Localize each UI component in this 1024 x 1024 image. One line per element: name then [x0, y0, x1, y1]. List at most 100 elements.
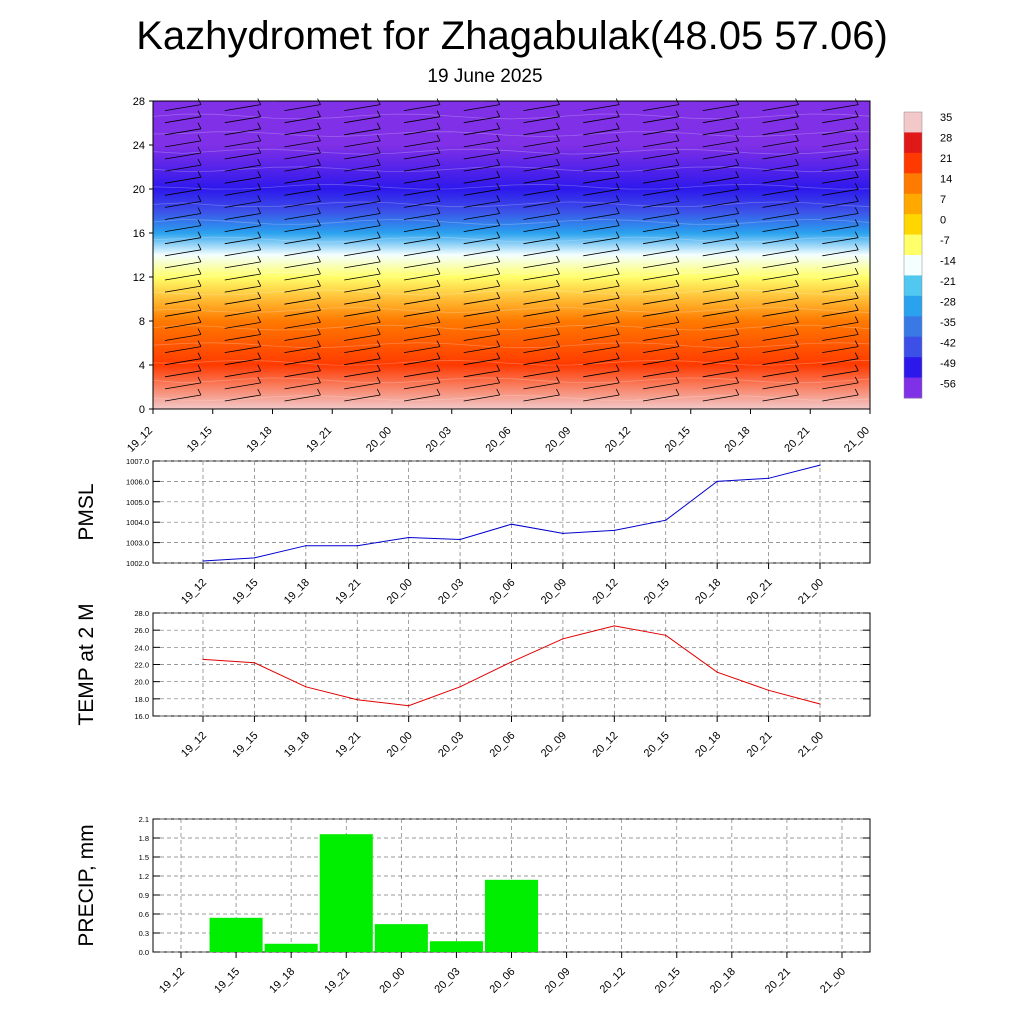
wind-barb: [164, 183, 202, 196]
wind-barb: [822, 376, 859, 390]
wind-barb: [284, 352, 321, 366]
wind-barb: [583, 267, 620, 281]
wind-barb: [224, 134, 262, 148]
colorbar-segment: [904, 112, 922, 133]
wind-barb: [284, 304, 321, 317]
series-point: [716, 671, 718, 673]
wind-barb: [762, 122, 799, 136]
wind-barb: [762, 158, 799, 172]
panel-xtick-label: 20_00: [385, 577, 415, 607]
wind-barb: [762, 304, 799, 317]
wind-barb: [523, 183, 560, 196]
wind-barb: [822, 255, 859, 269]
wind-barb: [702, 328, 740, 341]
wind-barb: [523, 267, 560, 281]
wind-barb: [702, 171, 740, 184]
panel-ytick-label: 2.1: [139, 815, 149, 824]
wind-barb: [284, 340, 321, 353]
wind-barb: [702, 122, 740, 136]
panel-ytick-label: 20.0: [134, 678, 149, 687]
panel-xtick-label: 21_00: [796, 577, 826, 607]
wind-barb: [642, 255, 680, 269]
wind-barb: [164, 207, 202, 220]
series-point: [408, 536, 410, 539]
wind-barb: [642, 98, 680, 111]
series-point: [305, 545, 307, 547]
wind-barb: [463, 292, 501, 305]
wind-barb: [762, 292, 799, 305]
wind-barb: [463, 98, 501, 111]
colorbar-segment: [904, 336, 922, 358]
wind-barb: [284, 292, 321, 305]
wind-barb: [164, 292, 202, 305]
wind-barb: [463, 195, 501, 208]
heatmap-xtick-label: 20_09: [543, 425, 573, 455]
panel-xtick-label: 20_06: [488, 730, 518, 760]
panel-xtick-label: 20_21: [745, 730, 775, 760]
panel-xtick-label: 20_03: [436, 577, 466, 607]
wind-barb: [523, 279, 560, 293]
wind-barb: [224, 340, 262, 353]
wind-barb: [822, 98, 859, 111]
wind-barb: [403, 255, 441, 269]
wind-barb: [284, 255, 321, 269]
panel-ytick-label: 16.0: [134, 712, 149, 721]
series-point: [202, 560, 204, 562]
wind-barb: [403, 219, 441, 232]
wind-barb: [583, 134, 620, 148]
wind-barb: [403, 231, 441, 245]
wind-barb: [344, 243, 381, 257]
wind-barb: [642, 328, 680, 341]
wind-barb: [523, 316, 560, 329]
wind-barb: [702, 219, 740, 232]
wind-barb: [762, 183, 799, 196]
wind-barb: [344, 122, 381, 136]
wind-barb: [762, 279, 799, 293]
panel-xtick-label: 20_21: [745, 577, 775, 607]
wind-barb: [822, 279, 859, 293]
colorbar-label: -35: [940, 317, 956, 329]
wind-barb: [702, 376, 740, 390]
wind-barb: [523, 134, 560, 148]
wind-barb: [164, 98, 202, 111]
wind-barb: [822, 388, 859, 402]
wind-barb: [822, 340, 859, 353]
wind-barb: [702, 352, 740, 366]
wind-barb: [344, 146, 381, 160]
colorbar-label: 21: [940, 153, 952, 165]
panel-xtick-label: 20_18: [708, 966, 738, 996]
heatmap-xtick-label: 20_15: [663, 425, 693, 455]
wind-barb: [463, 146, 501, 160]
wind-barb: [583, 304, 620, 317]
colorbar-label: -7: [940, 235, 950, 247]
wind-barb: [164, 110, 202, 124]
heatmap-ytick-label: 12: [133, 272, 145, 284]
wind-barb: [822, 364, 859, 378]
wind-barb: [403, 171, 441, 184]
heatmap-ytick-label: 8: [139, 316, 145, 328]
wind-barbs: [164, 98, 859, 402]
heatmap-xtick-label: 19_15: [185, 425, 215, 455]
wind-barb: [642, 195, 680, 208]
panel-xtick-label: 19_21: [333, 577, 363, 607]
wind-barb: [523, 207, 560, 220]
wind-barb: [762, 98, 799, 111]
wind-barb: [463, 134, 501, 148]
wind-barb: [463, 207, 501, 220]
wind-barb: [523, 364, 560, 378]
colorbar-label: -28: [940, 297, 956, 309]
panel-xtick-label: 20_09: [539, 730, 569, 760]
wind-barb: [642, 267, 680, 281]
wind-barb: [822, 219, 859, 232]
wind-barb: [642, 158, 680, 172]
series-point: [767, 689, 770, 691]
wind-barb: [822, 328, 859, 341]
heatmap-xtick-label: 20_12: [603, 425, 633, 455]
wind-barb: [463, 243, 501, 257]
wind-barb: [403, 388, 441, 402]
series-point: [716, 480, 718, 482]
wind-barb: [642, 364, 680, 378]
wind-barb: [583, 292, 620, 305]
wind-barb: [164, 267, 202, 281]
heatmap-xtick-label: 20_00: [364, 425, 394, 455]
